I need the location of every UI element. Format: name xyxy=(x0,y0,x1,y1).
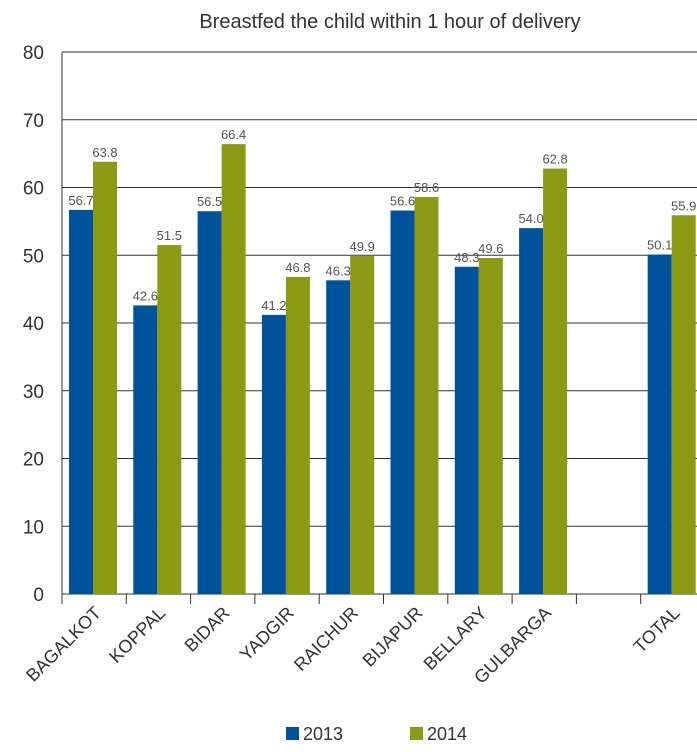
bar-2013-gulbarga xyxy=(519,228,544,594)
bar-2014-koppal xyxy=(157,245,182,594)
data-label: 66.4 xyxy=(221,127,246,142)
data-label: 50.1 xyxy=(647,238,672,253)
data-label: 63.8 xyxy=(92,145,117,160)
bar-2013-bagalkot xyxy=(69,209,93,595)
bar-2014-bijapur xyxy=(414,196,439,595)
data-label: 62.8 xyxy=(542,152,567,167)
data-label: 46.8 xyxy=(285,260,310,275)
data-label: 48.3 xyxy=(454,250,479,265)
legend-swatch-2013 xyxy=(286,727,299,740)
bar-2013-raichur xyxy=(326,280,351,594)
bar-2013-yadgir xyxy=(261,314,286,594)
bar-2014-gulbarga xyxy=(543,168,568,594)
bar-2013-total xyxy=(647,254,672,594)
data-labels: 56.7 63.8 42.6 51.5 56.5 66.4 41.2 46.8 46.3 49.9… xyxy=(68,127,696,313)
chart-title: Breastfed the child within 1 hour of del… xyxy=(199,11,580,33)
data-label: 58.6 xyxy=(414,180,439,195)
data-label: 51.5 xyxy=(157,228,182,243)
data-label: 54.0 xyxy=(518,211,543,226)
bar-2014-raichur xyxy=(350,255,375,595)
legend-label-2014: 2014 xyxy=(427,724,467,744)
y-tick-label: 20 xyxy=(23,450,44,471)
data-label: 42.6 xyxy=(133,288,158,303)
y-tick-label: 10 xyxy=(23,517,44,538)
data-label: 56.6 xyxy=(390,194,415,209)
data-label: 41.2 xyxy=(261,298,286,313)
bar-2013-bellary xyxy=(454,266,479,594)
bar-2013-bidar xyxy=(197,211,222,594)
x-tick-label-bagalkot: BAGALKOT xyxy=(22,603,105,686)
y-tick-label: 70 xyxy=(23,111,44,132)
y-tick-label: 50 xyxy=(23,246,44,267)
data-label: 49.9 xyxy=(350,239,375,254)
x-tick-label-yadgir: YADGIR xyxy=(236,603,298,665)
bar-2014-bagalkot xyxy=(93,161,117,594)
data-label: 56.7 xyxy=(68,193,93,208)
x-axis-ticks: BAGALKOT KOPPAL BIDAR YADGIRRAICHURBIJAPURB… xyxy=(22,594,684,688)
x-tick-label-koppal: KOPPAL xyxy=(105,603,169,667)
y-tick-label: 30 xyxy=(23,382,44,403)
x-tick-label-bidar: BIDAR xyxy=(181,603,234,656)
bar-2014-bidar xyxy=(221,144,246,594)
legend-label-2013: 2013 xyxy=(303,724,343,744)
x-tick-label-total: TOTAL xyxy=(630,603,684,657)
bar-2014-yadgir xyxy=(285,276,310,594)
data-label: 55.9 xyxy=(671,198,696,213)
legend: 2013 2014 xyxy=(286,724,467,744)
y-tick-label: 80 xyxy=(23,43,44,64)
bar-2014-bellary xyxy=(478,257,503,594)
legend-swatch-2014 xyxy=(410,727,423,740)
data-label: 46.3 xyxy=(326,263,351,278)
x-tick-label-bijapur: BIJAPUR xyxy=(359,603,427,671)
bars xyxy=(69,144,696,595)
y-tick-label: 60 xyxy=(23,179,44,200)
y-axis-ticks: 0 10 20 30 40 50 60 70 80 xyxy=(23,43,44,606)
data-label: 56.5 xyxy=(197,194,222,209)
x-tick-label-raichur: RAICHUR xyxy=(290,603,362,675)
bar-2013-koppal xyxy=(133,305,158,594)
y-tick-label: 40 xyxy=(23,314,44,335)
data-label: 49.6 xyxy=(478,241,503,256)
bar-2014-total xyxy=(671,215,696,594)
bar-2013-bijapur xyxy=(390,210,415,594)
y-tick-label: 0 xyxy=(33,585,44,606)
